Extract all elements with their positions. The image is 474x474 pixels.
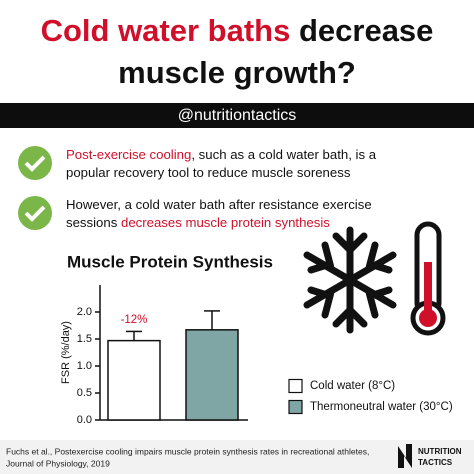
legend-swatch	[288, 378, 303, 394]
bar	[185, 329, 239, 421]
citation: Fuchs et al., Postexercise cooling impai…	[6, 446, 369, 456]
bullet-text: popular recovery tool to reduce muscle s…	[66, 165, 351, 180]
logo-text: NUTRITION	[418, 447, 462, 456]
title-line: Cold water baths decrease	[41, 13, 434, 48]
bullet-line: However, a cold water bath after resista…	[66, 197, 372, 212]
check-icon	[18, 146, 52, 230]
title-line: muscle growth?	[118, 55, 356, 90]
bullet-line: sessions decreases muscle protein synthe…	[66, 215, 330, 230]
chart-title: Muscle Protein Synthesis	[67, 252, 273, 271]
footer-bar	[0, 440, 474, 474]
legend-label: Thermoneutral water (30°C)	[310, 401, 453, 413]
logo-text: TACTICS	[418, 458, 453, 467]
bullet-line: Post-exercise cooling, such as a cold wa…	[66, 147, 377, 162]
bullet-text: , such as a cold water bath, is a	[191, 147, 376, 162]
y-tick-label: 1.0	[77, 360, 92, 372]
title-highlight: Cold water baths	[41, 13, 291, 48]
handle: @nutritiontactics	[178, 107, 297, 124]
thermometer-icon	[410, 221, 446, 336]
snowflake-icon	[303, 226, 397, 334]
y-axis-label: FSR (%/day)	[60, 321, 72, 384]
legend-label: Cold water (8°C)	[310, 380, 395, 392]
y-tick-label: 1.5	[77, 333, 92, 345]
bullet-line: popular recovery tool to reduce muscle s…	[66, 165, 351, 180]
annotation: -12%	[121, 314, 148, 326]
bullet-text: sessions	[66, 215, 121, 230]
logo-mark	[398, 444, 412, 468]
handle-bar	[0, 103, 474, 128]
y-tick-label: 0.5	[77, 387, 92, 399]
y-tick-label: 0.0	[77, 414, 92, 426]
title-text: decrease	[299, 13, 433, 48]
y-tick-label: 2.0	[77, 306, 92, 318]
bullet-text: However, a cold water bath after resista…	[66, 197, 372, 212]
legend-swatch	[288, 399, 303, 415]
citation: Journal of Physiology, 2019	[6, 458, 110, 468]
bullet-highlight: decreases muscle protein synthesis	[121, 215, 330, 230]
bullet-highlight: Post-exercise cooling	[66, 147, 191, 162]
bar	[107, 339, 161, 421]
